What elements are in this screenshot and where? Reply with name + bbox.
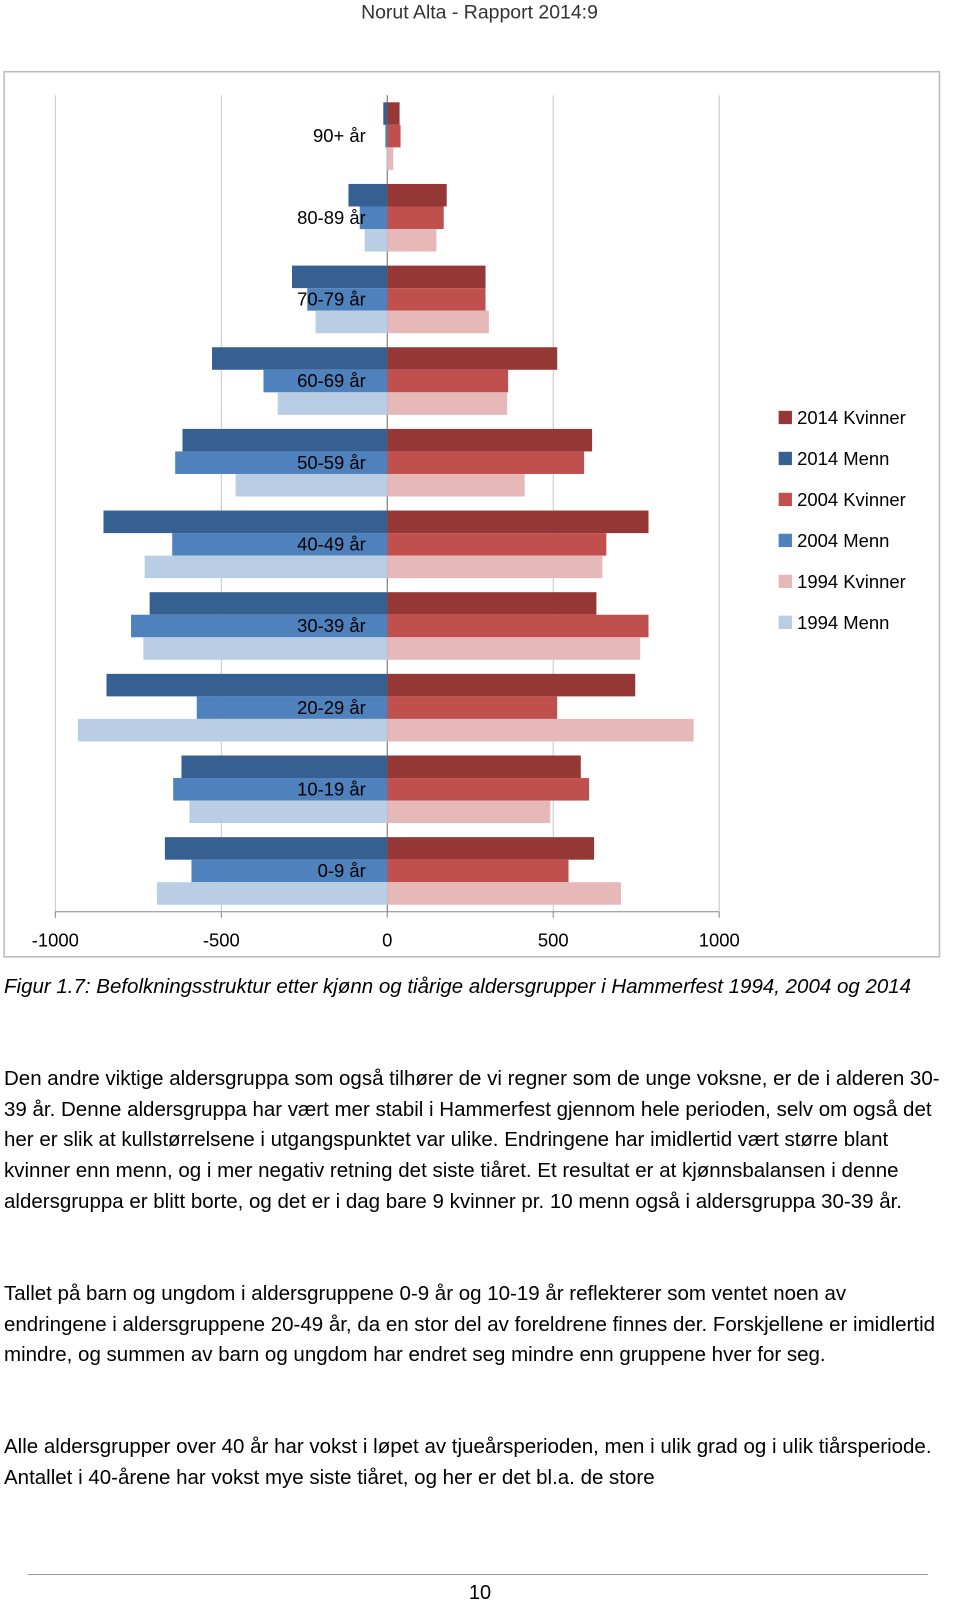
legend-swatch (778, 410, 792, 425)
bar (387, 510, 649, 534)
bar (277, 392, 388, 415)
bar (191, 859, 388, 883)
x-tick-label: -1000 (32, 930, 79, 951)
legend-swatch (778, 615, 792, 630)
bar (348, 183, 388, 207)
bar (387, 882, 621, 905)
chart: Norut Alta - Rapport 2014:9 -1000 -500 0 50… (3, 1, 941, 958)
bar (387, 124, 401, 148)
legend-label: 2014 Kvinner (797, 407, 906, 428)
bar (387, 673, 636, 697)
bar (387, 451, 585, 474)
bar (387, 696, 558, 719)
bar (143, 637, 388, 660)
bar (387, 183, 447, 207)
legend-label: 2014 Menn (797, 448, 889, 469)
category-label: 30-39 år (297, 615, 366, 636)
bar (387, 859, 569, 883)
bar (144, 555, 388, 579)
category-label: 90+ år (313, 125, 366, 146)
paragraph: Tallet på barn og ungdom i aldersgruppen… (4, 1282, 936, 1367)
category-label: 70-79 år (297, 289, 366, 310)
category-label: 40-49 år (297, 533, 366, 554)
bar (189, 800, 388, 824)
bar (131, 614, 388, 638)
category-label: 50-59 år (297, 452, 366, 473)
bar (77, 718, 388, 742)
legend-label: 1994 Menn (797, 612, 889, 633)
bar (387, 637, 641, 660)
bar (387, 392, 508, 415)
bar (387, 229, 437, 252)
bar (387, 206, 444, 230)
bar (387, 310, 489, 334)
bar (387, 265, 486, 289)
paragraph: Alle aldersgrupper over 40 år har vokst … (4, 1435, 932, 1489)
bar (212, 347, 388, 370)
bar (387, 473, 525, 497)
legend-swatch (778, 533, 792, 548)
bar (263, 369, 388, 393)
bar (387, 347, 558, 370)
legend-swatch (778, 574, 792, 589)
bar (387, 592, 597, 615)
x-tick-label: 500 (538, 930, 569, 951)
bar (387, 800, 551, 824)
bar (387, 755, 581, 779)
page-number: 10 (468, 1582, 492, 1604)
bar (182, 428, 388, 452)
bar (387, 837, 595, 860)
x-tick-label: 0 (382, 930, 392, 951)
bar (175, 451, 388, 474)
bar (307, 288, 388, 311)
legend-swatch (778, 451, 792, 466)
bar (164, 837, 388, 860)
bar (156, 882, 388, 905)
bar (387, 369, 509, 393)
paragraph: Den andre viktige aldersgruppa som også … (4, 1067, 940, 1213)
bar (196, 696, 388, 719)
bar (235, 473, 388, 497)
bar (364, 229, 388, 252)
legend-label: 2004 Menn (797, 530, 889, 551)
bar (386, 147, 388, 170)
bar (383, 102, 388, 125)
bar (387, 428, 593, 452)
bar (387, 147, 394, 170)
legend-label: 2004 Kvinner (797, 489, 906, 510)
bar (103, 510, 388, 534)
legend-label: 1994 Kvinner (797, 571, 906, 592)
legend-swatch (778, 492, 792, 507)
bar (149, 592, 388, 615)
bar (387, 555, 603, 579)
bar (387, 102, 400, 125)
bar (181, 755, 388, 779)
bar (172, 533, 388, 556)
bar (359, 206, 388, 230)
bar (387, 288, 486, 311)
figure-caption: Figur 1.7: Befolkningsstruktur etter kjø… (4, 975, 912, 998)
footer-rule (28, 1574, 928, 1575)
bar (292, 265, 388, 289)
x-tick-label: -500 (203, 930, 240, 951)
category-label: 20-29 år (297, 697, 366, 718)
category-label: 0-9 år (318, 860, 366, 881)
bar (387, 614, 649, 638)
bar (387, 718, 694, 742)
bar (385, 124, 388, 148)
category-label: 60-69 år (297, 370, 366, 391)
bar (387, 533, 607, 556)
category-label: 10-19 år (297, 778, 366, 799)
bar (173, 778, 388, 801)
bar (106, 673, 388, 697)
page-header: Norut Alta - Rapport 2014:9 (361, 1, 598, 23)
x-tick-label: 1000 (699, 930, 740, 951)
category-label: 80-89 år (297, 207, 366, 228)
bar (387, 778, 590, 801)
bar (315, 310, 388, 334)
